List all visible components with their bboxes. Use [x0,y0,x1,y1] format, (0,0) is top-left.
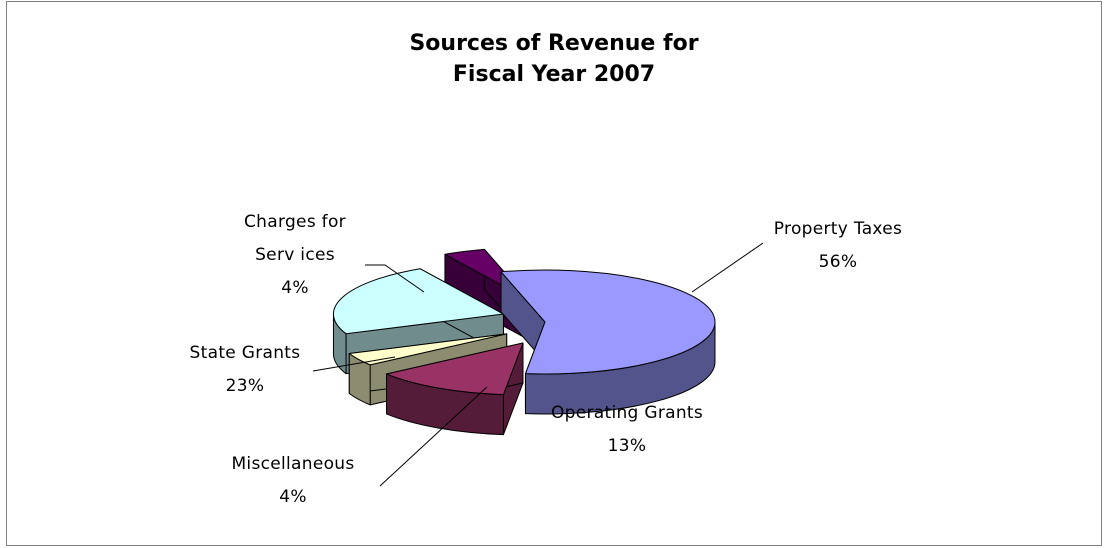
pie-slices [312,242,764,487]
label-operating-grants: Operating Grants 13% [507,397,747,463]
label-state-grants: State Grants 23% [155,337,335,403]
slice-top-state-grants [332,268,504,335]
label-property-taxes-pct: 56% [818,252,858,272]
label-miscellaneous-pct: 4% [279,487,307,507]
label-property-taxes-name: Property Taxes [773,219,903,239]
label-property-taxes: Property Taxes 56% [733,213,943,279]
slice-top-miscellaneous [348,333,508,366]
label-operating-grants-pct: 13% [607,436,647,456]
leader-state-grants [312,356,396,372]
slice-top-operating-grants [386,342,524,396]
pie-chart [312,242,764,487]
label-charges-pct: 4% [281,278,309,298]
label-charges-name-2: Serv ices [255,245,335,265]
label-state-grants-name: State Grants [189,343,301,363]
slice-top-property-taxes [500,269,716,375]
label-charges-for-services: Charges for Serv ices 4% [205,206,385,305]
label-state-grants-pct: 23% [225,376,265,396]
slice-operating-grants [386,342,524,436]
chart-area: Sources of Revenue for Fiscal Year 2007 … [6,1,1102,546]
leader-property-taxes [691,242,764,293]
slice-property-taxes [500,269,716,415]
leader-miscellaneous [379,386,488,487]
label-operating-grants-name: Operating Grants [550,403,704,423]
label-miscellaneous: Miscellaneous 4% [193,448,393,514]
label-miscellaneous-name: Miscellaneous [231,454,355,474]
label-charges-name-1: Charges for [244,212,346,232]
chart-title-line-2: Fiscal Year 2007 [452,62,656,87]
chart-title: Sources of Revenue for Fiscal Year 2007 [7,28,1101,90]
chart-title-line-1: Sources of Revenue for [409,31,699,56]
leader-charges-for-services [365,264,425,293]
